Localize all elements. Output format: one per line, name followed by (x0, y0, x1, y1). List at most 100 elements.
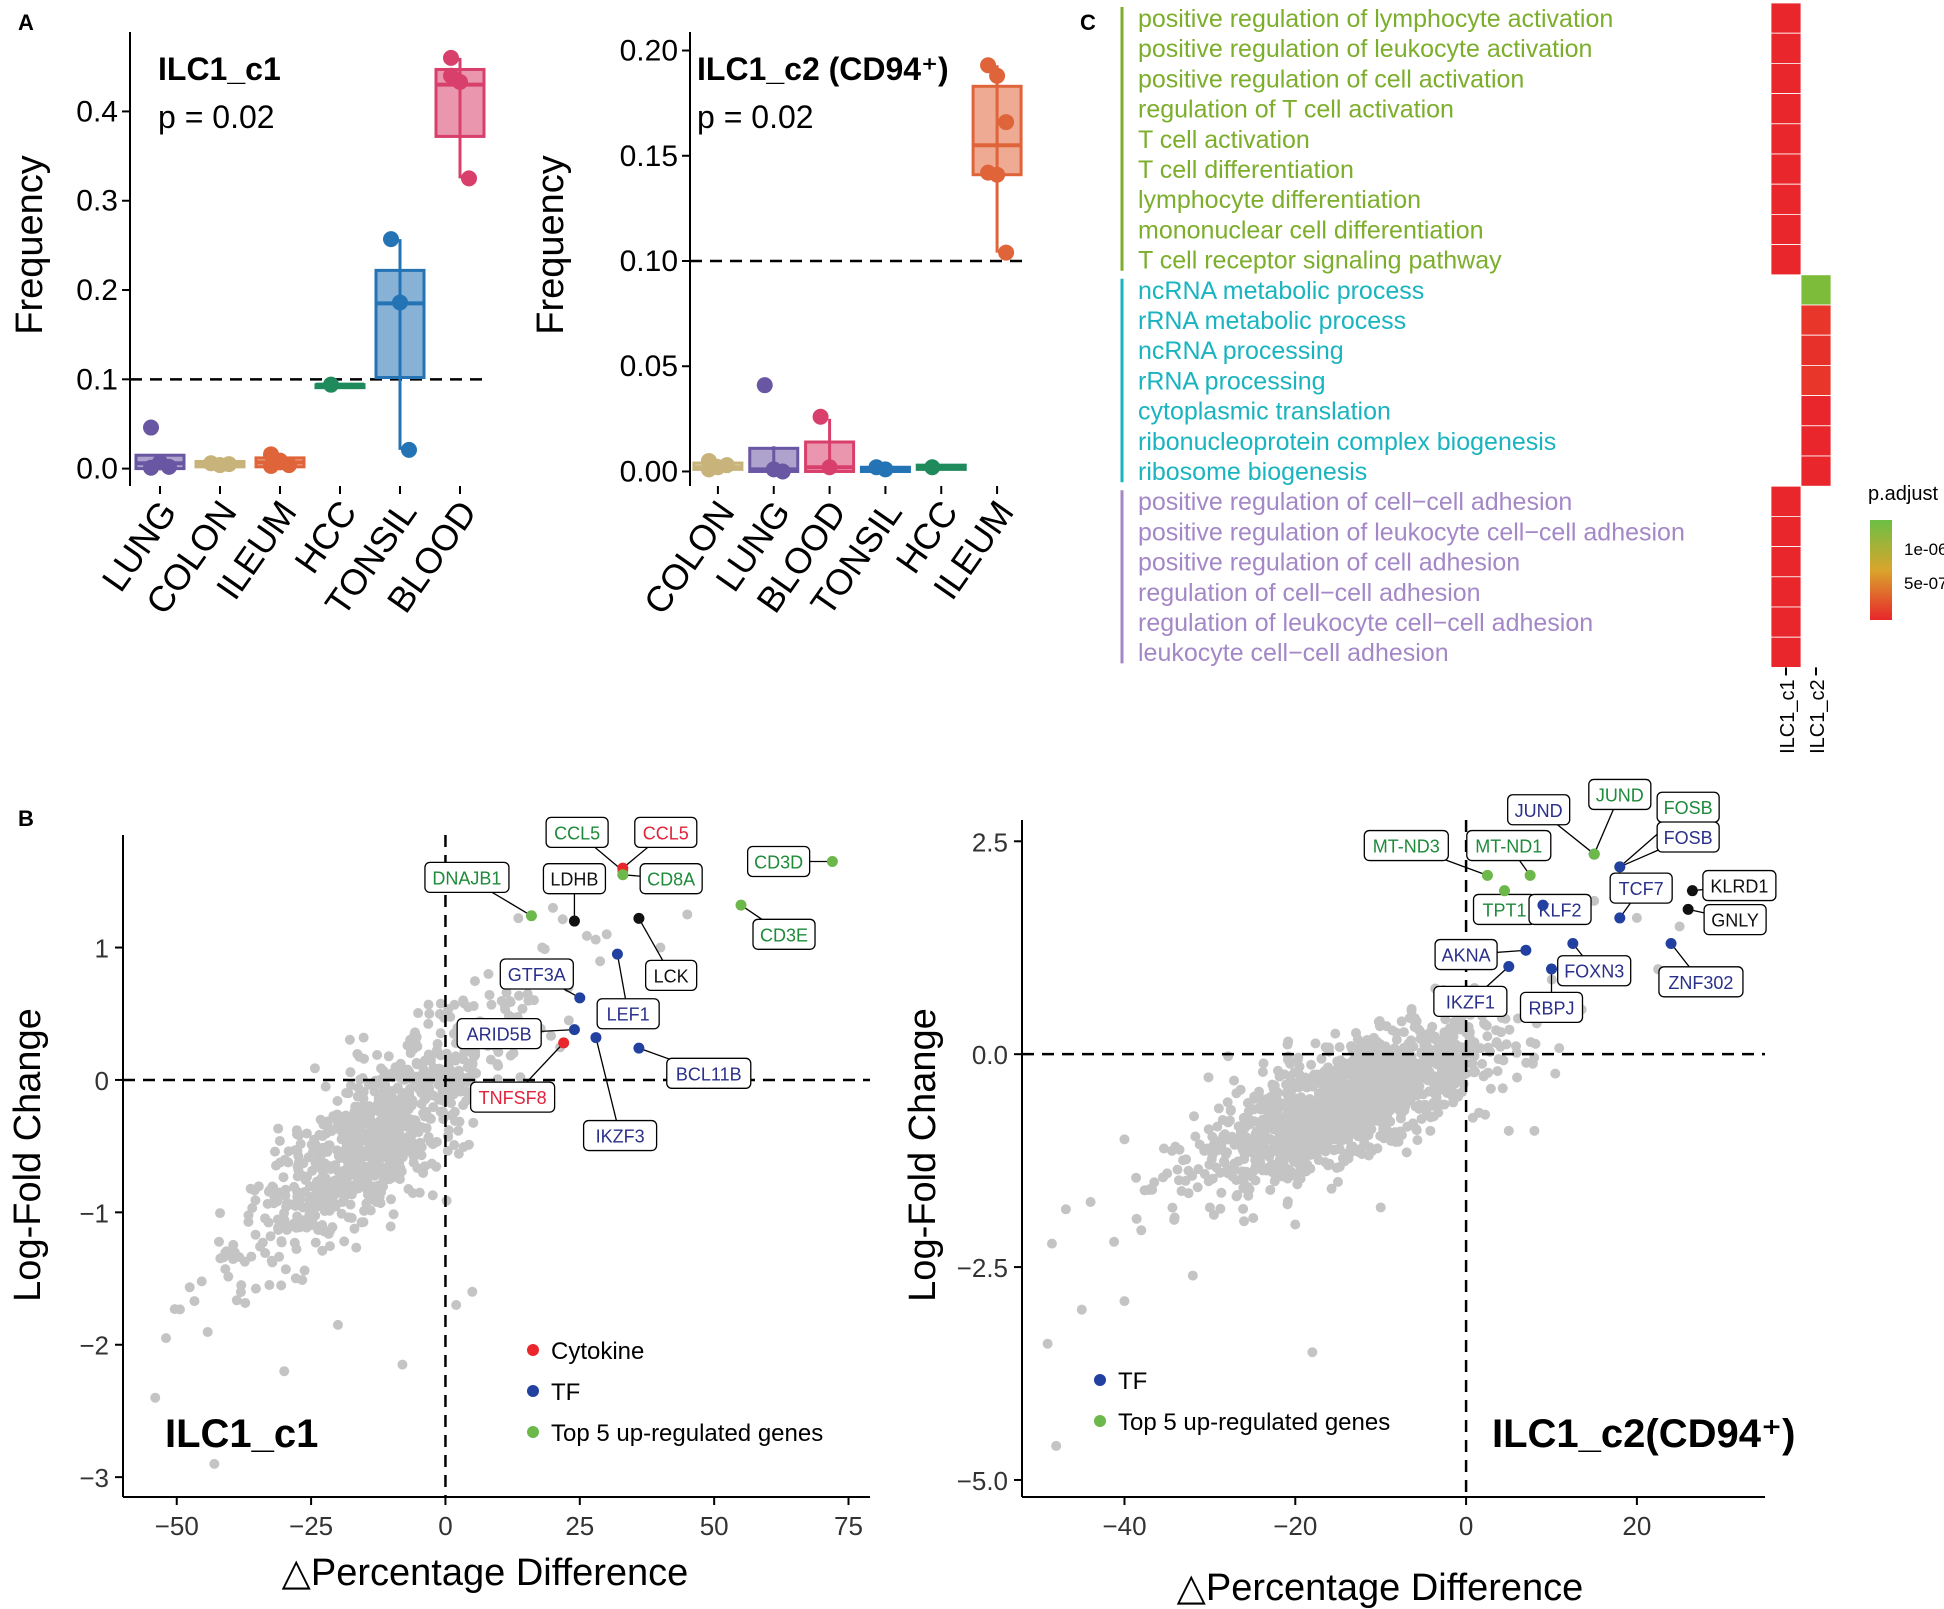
background-point (397, 1359, 408, 1370)
background-point (240, 1297, 251, 1308)
background-point (1332, 1063, 1343, 1074)
background-point (1365, 1101, 1376, 1112)
go-term-label: regulation of leukocyte cell−cell adhesi… (1138, 609, 1593, 637)
background-point (1324, 1086, 1335, 1097)
background-point (1342, 1079, 1353, 1090)
background-point (1216, 1187, 1227, 1198)
background-point (1247, 1134, 1258, 1145)
background-point (423, 999, 434, 1010)
scatter-chart-ilc1-c2: ILC1_c2(CD94⁺) △Percentage Difference Lo… (902, 778, 1795, 1609)
background-point (469, 976, 480, 987)
data-point (161, 458, 177, 475)
background-point (356, 1088, 367, 1099)
background-point (1213, 1103, 1224, 1114)
background-point (1440, 1058, 1451, 1069)
x-tick-label: 0 (438, 1511, 452, 1541)
background-point (228, 1239, 239, 1250)
background-point (1307, 1347, 1318, 1358)
background-point (1475, 1043, 1486, 1054)
background-point (1225, 1105, 1236, 1116)
background-point (1379, 1107, 1390, 1118)
data-point (323, 376, 339, 393)
background-point (1420, 1032, 1431, 1043)
background-point (349, 1183, 360, 1194)
background-point (344, 1034, 355, 1045)
highlight-point (611, 948, 623, 960)
background-point (1322, 1143, 1333, 1154)
gene-label: AKNA (1442, 946, 1491, 966)
highlight-point (525, 910, 537, 922)
background-point (1233, 1156, 1244, 1167)
background-point (346, 1136, 357, 1147)
p-value: p = 0.02 (697, 99, 814, 135)
gene-label: CD3E (760, 925, 808, 945)
background-point (279, 1207, 290, 1218)
background-point (220, 1247, 231, 1258)
highlight-point (633, 912, 645, 924)
background-point (1419, 1100, 1430, 1111)
gene-label-box (424, 861, 510, 894)
gene-label-box (1703, 903, 1767, 936)
background-point (1145, 1184, 1156, 1195)
background-point (361, 1198, 372, 1209)
background-point (557, 914, 568, 925)
data-point (877, 461, 894, 478)
background-point (402, 1136, 413, 1147)
background-point (279, 1154, 290, 1165)
background-point (378, 1175, 389, 1186)
background-point (449, 1106, 460, 1117)
background-point (343, 1212, 354, 1223)
column-label: ILC1_c1 (1777, 679, 1799, 754)
background-point (1268, 1142, 1279, 1153)
background-point (1456, 1059, 1467, 1070)
background-point (1393, 1136, 1404, 1147)
background-point (1109, 1236, 1120, 1247)
background-point (1119, 1296, 1130, 1307)
background-point (1272, 1124, 1283, 1135)
background-point (239, 1256, 250, 1267)
background-point (272, 1196, 283, 1207)
background-point (260, 1248, 271, 1259)
y-tick-label: 0.15 (620, 140, 678, 173)
background-point (215, 1208, 226, 1219)
background-point (1176, 1186, 1187, 1197)
gene-label-box (1702, 869, 1777, 902)
background-point (413, 1127, 424, 1138)
y-tick-label: 0.20 (620, 35, 678, 68)
background-point (423, 1018, 434, 1029)
background-point (394, 1063, 405, 1074)
background-point (450, 1055, 461, 1066)
highlight-point (1588, 848, 1600, 860)
gene-label: BCL11B (676, 1064, 742, 1084)
background-point (1360, 1111, 1371, 1122)
background-point (271, 1160, 282, 1171)
background-point (1341, 1095, 1352, 1106)
panel-label-a: A (18, 10, 34, 35)
background-point (332, 1096, 343, 1107)
background-point (1316, 1053, 1327, 1064)
background-point (328, 1111, 339, 1122)
gene-label-box (1519, 991, 1584, 1023)
heatmap-cell (1800, 304, 1832, 336)
gene-label-box (1656, 821, 1720, 853)
background-point (231, 1295, 242, 1306)
background-point (405, 1114, 416, 1125)
background-point (1452, 1071, 1463, 1082)
data-point (221, 456, 237, 473)
background-point (1315, 1140, 1326, 1151)
background-point (310, 1237, 321, 1248)
go-term-label: positive regulation of leukocyte activat… (1138, 35, 1592, 63)
highlight-point (1503, 960, 1515, 972)
background-point (1431, 1098, 1442, 1109)
background-point (1327, 1072, 1338, 1083)
background-point (1501, 1039, 1512, 1050)
highlight-point (1665, 937, 1677, 949)
heatmap-cell (1770, 2, 1802, 34)
background-point (547, 902, 558, 913)
background-point (257, 1237, 268, 1248)
gene-label-box (1434, 938, 1498, 971)
background-point (352, 1048, 363, 1059)
gene-label: TPT1 (1483, 900, 1527, 920)
background-point (1421, 1040, 1432, 1051)
legend-swatch (1094, 1374, 1106, 1386)
